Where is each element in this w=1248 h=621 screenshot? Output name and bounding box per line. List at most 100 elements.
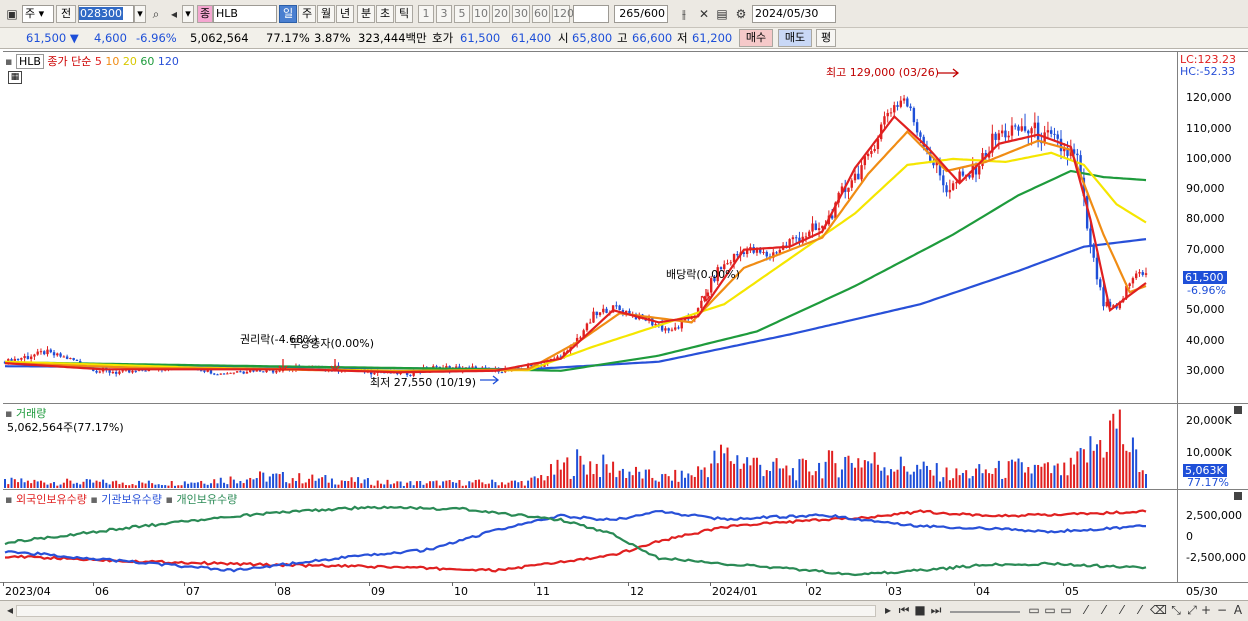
- volume-bar: [749, 465, 752, 488]
- volume-bar: [523, 485, 526, 488]
- num-120-button[interactable]: 120: [552, 5, 574, 23]
- candle-body: [700, 300, 703, 309]
- num-30-button[interactable]: 30: [512, 5, 530, 23]
- volume-bar: [769, 470, 772, 488]
- volume-bar: [615, 477, 618, 488]
- eraser-icon[interactable]: ⌫: [1150, 603, 1167, 617]
- num-1-button[interactable]: 1: [418, 5, 434, 23]
- code-dropdown-button[interactable]: ▾: [134, 5, 146, 23]
- candle-body: [69, 358, 72, 360]
- grid-table-icon[interactable]: ▦: [8, 71, 22, 84]
- volume-bar: [710, 463, 713, 488]
- volume-bar: [193, 482, 196, 488]
- layout-icon[interactable]: ▭: [1028, 603, 1040, 617]
- candle-body: [262, 371, 265, 373]
- draw3-icon[interactable]: ⁄: [1120, 603, 1123, 617]
- num-5-button[interactable]: 5: [454, 5, 470, 23]
- period-second-button[interactable]: 초: [376, 5, 394, 23]
- plus-icon[interactable]: +: [1200, 603, 1212, 617]
- period-year-button[interactable]: 년: [336, 5, 354, 23]
- scroll-left-icon[interactable]: ◂: [6, 603, 14, 617]
- scroll-track[interactable]: [16, 605, 876, 617]
- save-icon[interactable]: ▤: [716, 7, 728, 21]
- volume-bar: [468, 481, 471, 488]
- sell-button[interactable]: 매도: [778, 29, 812, 47]
- num-10-button[interactable]: 10: [472, 5, 490, 23]
- volume-bar: [402, 485, 405, 488]
- eval-button[interactable]: 평: [816, 29, 836, 47]
- candle-body: [951, 183, 955, 190]
- speaker-dropdown-button[interactable]: ▾: [182, 5, 194, 23]
- zoom-slider[interactable]: [950, 611, 1020, 613]
- count-field[interactable]: 265/600: [614, 5, 668, 23]
- forward-icon[interactable]: ⏭: [930, 603, 942, 617]
- layout2-icon[interactable]: ▭: [1044, 603, 1056, 617]
- period-week-button[interactable]: 주: [298, 5, 316, 23]
- period-tick-button[interactable]: 틱: [395, 5, 413, 23]
- volume-bar: [798, 459, 801, 488]
- prev-button[interactable]: 전: [56, 5, 76, 23]
- stock-name-field[interactable]: HLB: [213, 5, 277, 23]
- inst-legend: 기관보유수량: [101, 493, 163, 506]
- lc-value: LC:123.23: [1180, 53, 1237, 66]
- holders-chart[interactable]: [0, 489, 1177, 582]
- num-20-button[interactable]: 20: [492, 5, 510, 23]
- volume-bar: [824, 461, 827, 488]
- volume-bar: [252, 479, 255, 488]
- candle-body: [873, 149, 876, 152]
- scroll-right-icon[interactable]: ▸: [884, 603, 892, 617]
- volume-bar: [664, 473, 667, 488]
- volume-bar: [1112, 413, 1115, 488]
- candle-body: [530, 364, 533, 367]
- volume-bar: [108, 484, 111, 488]
- candle-body: [39, 351, 43, 353]
- period-month-button[interactable]: 월: [317, 5, 335, 23]
- shrink-icon[interactable]: ⤡: [1171, 603, 1181, 617]
- speaker-icon[interactable]: ◂: [170, 7, 178, 21]
- chart-type-icon[interactable]: ▣: [6, 7, 18, 21]
- volume-bar: [1082, 449, 1085, 488]
- expand-icon[interactable]: ⤢: [1187, 603, 1197, 617]
- candle-body: [628, 310, 631, 315]
- volume-bar: [1027, 467, 1030, 488]
- cross-icon[interactable]: ✕: [698, 7, 710, 21]
- volume-bar: [1017, 458, 1020, 488]
- volume-bar: [994, 468, 997, 488]
- candle-icon[interactable]: ⫲: [682, 7, 686, 21]
- draw-icon[interactable]: ⁄: [1084, 603, 1087, 617]
- price-chart[interactable]: 최고 129,000 (03/26) 최저 27,550 (10/19) 권리락(-…: [0, 51, 1177, 403]
- buy-button[interactable]: 매수: [739, 29, 773, 47]
- draw2-icon[interactable]: ⁄: [1102, 603, 1105, 617]
- volume-bar: [1050, 473, 1053, 488]
- candle-body: [808, 231, 811, 237]
- draw4-icon[interactable]: ⁄: [1138, 603, 1141, 617]
- volume-bar: [533, 476, 536, 488]
- volume-bar: [229, 476, 232, 488]
- volume-value: 5,062,564: [190, 31, 249, 45]
- stop-icon[interactable]: ■: [914, 603, 926, 617]
- num-3-button[interactable]: 3: [436, 5, 452, 23]
- num-60-button[interactable]: 60: [532, 5, 550, 23]
- market-select[interactable]: 주 ▾: [22, 5, 54, 23]
- vol-tick-20000k: 20,000K: [1186, 414, 1232, 427]
- menu-grip-icon[interactable]: ▪: [5, 55, 13, 68]
- volume-bar: [239, 481, 242, 488]
- minus-icon[interactable]: −: [1216, 603, 1228, 617]
- code-input[interactable]: 028300: [78, 5, 134, 23]
- rewind-icon[interactable]: ⏮: [898, 603, 910, 617]
- layout3-icon[interactable]: ▭: [1060, 603, 1072, 617]
- search-icon[interactable]: ⌕: [152, 7, 160, 21]
- volume-bar: [337, 484, 340, 488]
- candle-body: [948, 189, 952, 193]
- gear-icon[interactable]: ⚙: [735, 7, 747, 21]
- volume-bar: [903, 466, 906, 488]
- period-minute-button[interactable]: 분: [357, 5, 375, 23]
- volume-close-icon[interactable]: [1234, 406, 1242, 414]
- interval-input[interactable]: [573, 5, 609, 23]
- holders-close-icon[interactable]: [1234, 492, 1242, 500]
- period-day-button[interactable]: 일: [279, 5, 297, 23]
- text-icon[interactable]: A: [1233, 603, 1243, 617]
- volume-chart[interactable]: [0, 403, 1177, 489]
- date-field[interactable]: 2024/05/30: [752, 5, 836, 23]
- volume-bar: [265, 481, 268, 488]
